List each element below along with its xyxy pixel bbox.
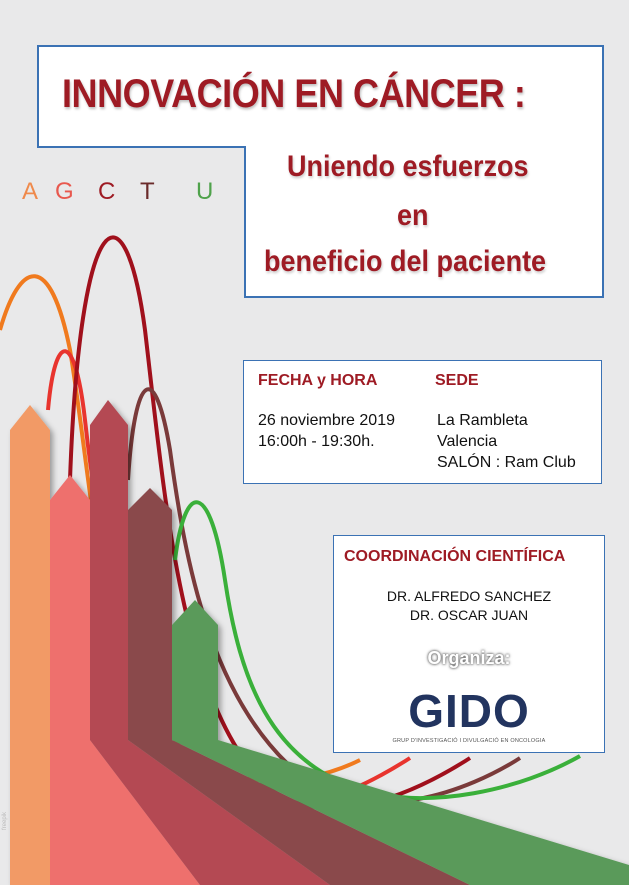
- gido-logo-tagline: GRUP D'INVESTIGACIÓ I DIVULGACIÓ EN ONCO…: [392, 738, 546, 744]
- base-letter-a: A: [22, 178, 39, 205]
- base-letter-c: C: [98, 178, 116, 205]
- green-curve: [173, 500, 581, 800]
- doctor-name: DR. ALFREDO SANCHEZ: [386, 588, 552, 604]
- subtitle-line-1: Uniendo esfuerzos: [287, 150, 529, 183]
- subtitle-line-2: en: [397, 199, 429, 232]
- organizer-label: Organiza:: [427, 648, 511, 668]
- base-letter-u: U: [196, 178, 214, 205]
- title-box: [37, 45, 604, 148]
- gido-logo: GIDO: [408, 685, 530, 737]
- event-date: 26 noviembre 2019: [258, 412, 395, 429]
- green-arrow: [172, 600, 629, 885]
- base-letter-t: T: [140, 178, 155, 205]
- coordination-box: [333, 535, 605, 753]
- brown-arrow: [128, 488, 470, 885]
- title-box-divider: [37, 146, 246, 148]
- date-time-label: FECHA y HORA: [258, 372, 378, 389]
- venue-label: SEDE: [435, 372, 479, 389]
- subtitle-line-3: beneficio del paciente: [264, 245, 547, 278]
- orange-ribbon: [10, 430, 50, 885]
- image-credit: freepik: [2, 811, 8, 830]
- event-info-box: [243, 360, 602, 484]
- event-time: 16:00h - 19:30h.: [258, 433, 375, 450]
- coordination-title: COORDINACIÓN CIENTÍFICA: [344, 548, 566, 565]
- base-letter-g: G: [55, 178, 74, 205]
- page-title: INNOVACIÓN EN CÁNCER :: [62, 72, 526, 116]
- subtitle-box: [244, 146, 604, 298]
- salmon-arrow: [50, 475, 200, 885]
- venue-city: Valencia: [437, 433, 498, 450]
- doctor-name: DR. OSCAR JUAN: [409, 607, 529, 623]
- maroon-arrow: [90, 400, 330, 885]
- venue-room: SALÓN : Ram Club: [437, 454, 576, 471]
- venue-name: La Rambleta: [437, 412, 528, 429]
